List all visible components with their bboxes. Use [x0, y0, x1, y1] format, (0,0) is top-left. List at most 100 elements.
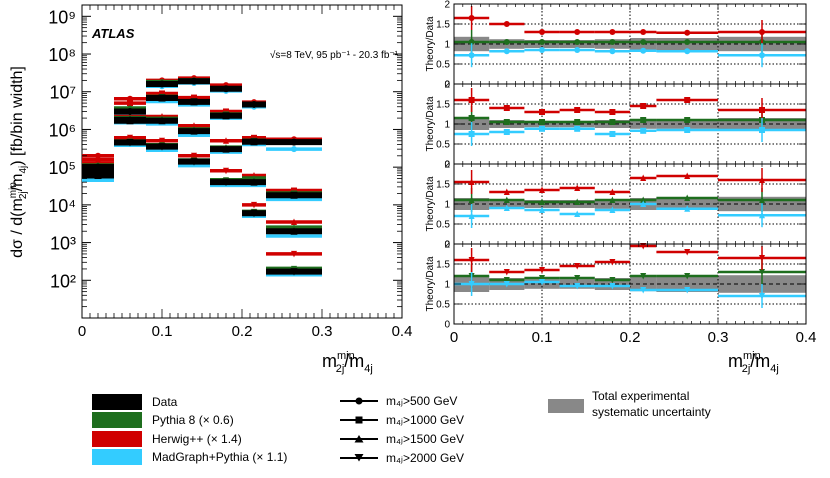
uncertainty-band [594, 199, 630, 209]
ratio-point [684, 249, 691, 256]
ratio-point [503, 48, 510, 55]
ratio-ylabel: Theory/Data [425, 16, 436, 71]
ratio-point [574, 263, 581, 270]
legend-band: Total experimental systematic uncertaint… [548, 389, 711, 419]
ratio-point [684, 117, 691, 123]
ratio-point [640, 127, 647, 134]
ratio-point [539, 206, 545, 213]
ratio-ytick-label: 0.5 [436, 140, 450, 151]
ratio-ytick-label: 1.5 [436, 20, 450, 31]
main-point [250, 209, 258, 218]
ratio-series-1 [454, 6, 806, 44]
ratio-point [574, 107, 581, 113]
main-point [222, 85, 230, 93]
ratio-point [609, 119, 616, 125]
main-point [223, 167, 229, 175]
main-point [190, 77, 198, 85]
main-ytick-label: 10⁷ [49, 83, 76, 103]
ratio-point [640, 196, 647, 203]
legend-cut-1000: m₄ⱼ>1000 GeV [386, 413, 464, 427]
main-point [126, 107, 134, 115]
legend-cut-2000: m₄ⱼ>2000 GeV [386, 451, 464, 465]
ratio-xtick-label: 0 [450, 329, 458, 346]
main-point [191, 94, 197, 101]
ratio-series-2 [454, 43, 806, 68]
ratio-point [503, 204, 510, 211]
ratio-point [640, 117, 647, 123]
legend-cuts: m₄ⱼ>500 GeV m₄ⱼ>1000 GeV m₄ⱼ>1500 GeV m₄… [340, 394, 464, 465]
main-plot: 10² 10³ 10⁴ 10⁵ 10⁶ 10⁷ 10⁸ 10⁹ 0 0.1 0.2 0.3 0.4 AT… [8, 4, 412, 375]
main-point [290, 191, 298, 199]
ratio-point [609, 39, 616, 45]
ratio-ytick-label: 1.5 [436, 100, 450, 111]
ratio-point [684, 172, 691, 179]
ratio-ytick-label: 2 [444, 80, 450, 91]
main-point [290, 138, 298, 146]
ratio-point [574, 275, 581, 282]
ratio-ylabel: Theory/Data [425, 96, 436, 151]
main-point [158, 116, 166, 125]
ratio-point [640, 47, 647, 54]
legend-cut-500: m₄ⱼ>500 GeV [386, 394, 457, 408]
ratio-ytick-label: 0.5 [436, 60, 450, 71]
ratio-point [539, 279, 545, 286]
ratio-point [539, 39, 545, 45]
ratio-ytick-label: 1 [444, 280, 450, 291]
main-point [291, 218, 297, 226]
ratio-xtick-label: 0.3 [708, 329, 729, 346]
ratio-xtick-label: 0.4 [796, 329, 817, 346]
ratio-series-2 [454, 118, 806, 146]
ratio-point [609, 277, 616, 284]
ratio-point [640, 287, 647, 294]
main-point [159, 137, 165, 145]
legend-swatch-data [92, 394, 142, 410]
main-point [222, 112, 230, 120]
ratio-point [503, 196, 510, 203]
ratio-point [684, 205, 691, 212]
main-xtick-label: 0.2 [232, 323, 253, 340]
legend-swatch-pythia [92, 412, 142, 428]
ratio-point [609, 283, 616, 290]
main-ytick-label: 10⁴ [48, 196, 76, 216]
ratio-point [503, 129, 510, 135]
ratio-point [640, 273, 647, 280]
main-point [190, 98, 198, 106]
main-xlabel: mmin 2j/m4j [322, 350, 373, 375]
ratio-point [503, 277, 510, 284]
main-ylabel: dσ / d(mmin2j/m4j) [fb/bin width] [8, 66, 29, 258]
ratio-ytick-label: 2 [444, 240, 450, 251]
main-point [159, 90, 165, 97]
legend-marker-triangle-up [354, 435, 364, 443]
main-point [158, 143, 166, 151]
ratio-2000: 0 0.5 1 1.5 2 Theory/Data 0 0.1 0.2 0.3 0.4 [425, 240, 816, 347]
ratio-series-0 [454, 188, 806, 212]
ratio-ytick-label: 0.5 [436, 300, 450, 311]
legend-marker-circle [355, 397, 363, 405]
ratio-point [539, 198, 545, 205]
ratio-point [640, 103, 647, 109]
ratio-xtick-label: 0.2 [620, 329, 641, 346]
ratio-point [640, 29, 647, 35]
ratio-point [539, 119, 545, 125]
ratio-ytick-label: 1 [444, 40, 450, 51]
main-point [94, 169, 102, 177]
ratio-point [684, 29, 691, 36]
energy-label: √s=8 TeV, 95 pb⁻¹ - 20.3 fb⁻¹ [270, 49, 399, 61]
ratio-point [574, 39, 581, 45]
main-point [290, 227, 298, 235]
legend-swatch-herwig [92, 431, 142, 447]
legend-band-label-1: Total experimental [592, 389, 689, 403]
ratio-point [503, 188, 510, 195]
ratio-ytick-label: 0 [444, 320, 450, 331]
ratio-panels: 0 0.5 1 1.5 2 Theory/Data 0 0.5 1 1.5 2 Theory/Data… [425, 0, 816, 346]
main-point [250, 178, 258, 186]
main-point [95, 152, 101, 159]
legend-label-pythia: Pythia 8 (× 0.6) [152, 413, 234, 427]
ratio-point [684, 97, 691, 103]
ratio-series-2 [454, 200, 806, 228]
main-point [290, 268, 298, 276]
ratio-point [574, 47, 581, 53]
ratio-point [503, 39, 510, 45]
ratio-series-1 [454, 88, 806, 122]
